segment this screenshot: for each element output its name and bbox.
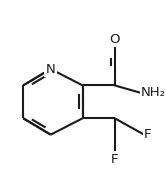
Text: N: N <box>46 62 56 75</box>
Text: F: F <box>111 153 118 166</box>
Text: F: F <box>144 128 152 141</box>
Text: NH₂: NH₂ <box>141 86 166 99</box>
Text: O: O <box>109 33 120 46</box>
